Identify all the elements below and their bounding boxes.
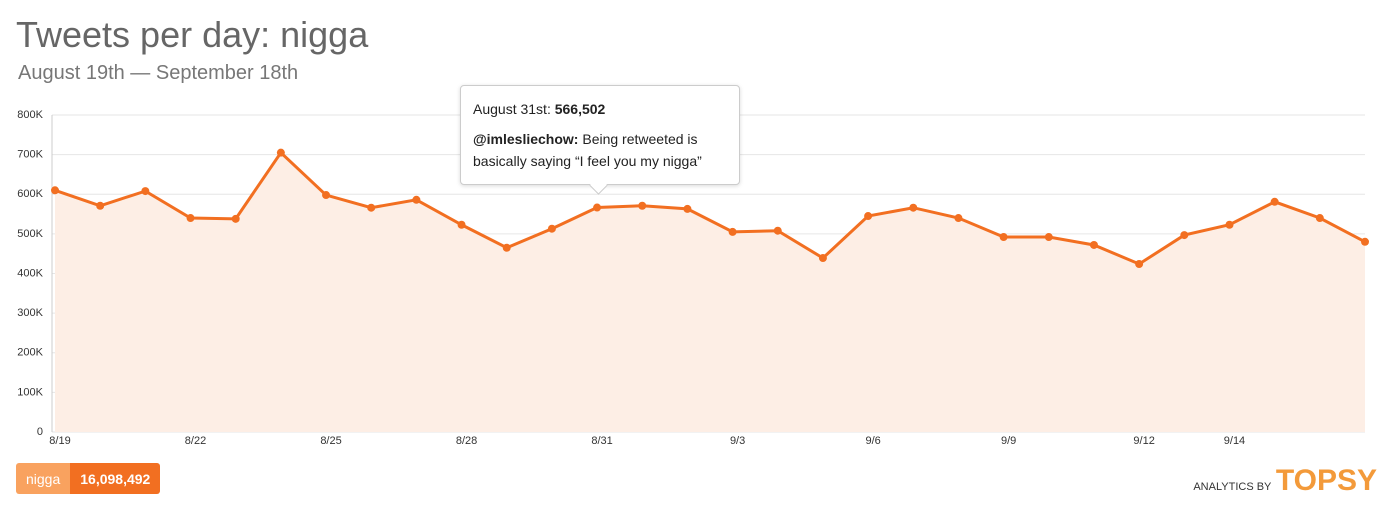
tooltip-text: Being retweeted is basically saying “I f… <box>473 131 702 169</box>
x-tick-label: 8/19 <box>49 435 70 447</box>
point <box>1270 197 1279 206</box>
point <box>999 233 1008 242</box>
line <box>54 150 1366 266</box>
point <box>909 203 918 212</box>
point <box>322 191 331 200</box>
point <box>367 203 376 212</box>
x-tick-label: 8/25 <box>320 435 341 447</box>
credit: ANALYTICS BY TOPSY <box>1193 464 1377 498</box>
point <box>593 203 602 212</box>
chart-subtitle: August 19th — September 18th <box>18 62 299 84</box>
chart-title: Tweets per day: nigga <box>16 14 369 55</box>
x-tick-label: 9/6 <box>865 435 880 447</box>
point <box>864 212 873 221</box>
point <box>502 243 511 252</box>
tooltip-date: August 31st: <box>473 101 551 117</box>
point <box>276 148 285 157</box>
point <box>1089 240 1098 249</box>
credit-brand: TOPSY <box>1275 464 1377 497</box>
y-tick-label: 0 <box>37 426 43 438</box>
x-tick-label: 8/28 <box>456 435 477 447</box>
point <box>1315 214 1324 223</box>
x-tick-label: 9/12 <box>1133 435 1154 447</box>
point <box>1135 259 1144 268</box>
legend-name: nigga <box>16 463 71 494</box>
point <box>728 227 737 236</box>
x-tick-label: 8/31 <box>591 435 612 447</box>
x-tick-label: 9/9 <box>1001 435 1016 447</box>
point <box>773 226 782 235</box>
tooltip-user: @imlesliechow: <box>473 131 579 147</box>
point <box>51 186 59 195</box>
y-tick-label: 600K <box>17 188 43 200</box>
x-tick-label: 9/3 <box>730 435 745 447</box>
y-tick-label: 100K <box>17 386 43 398</box>
point <box>1180 231 1189 240</box>
point <box>1044 233 1053 242</box>
point <box>412 195 421 204</box>
y-tick-label: 700K <box>17 149 43 161</box>
point <box>954 214 963 223</box>
point <box>638 201 647 210</box>
point <box>141 187 150 196</box>
point <box>818 254 827 263</box>
credit-prefix: ANALYTICS BY <box>1193 481 1272 493</box>
x-tick-label: 9/14 <box>1224 435 1245 447</box>
point <box>1361 237 1369 246</box>
area <box>55 152 1365 433</box>
legend-total: 16,098,492 <box>70 463 161 494</box>
point <box>186 214 195 223</box>
x-tick-label: 8/22 <box>185 435 206 447</box>
y-tick-label: 400K <box>17 267 43 279</box>
chart: 0 100K 200K 300K 400K 500K 600K 700K 800K 8/19 8/2… <box>17 109 1369 447</box>
y-tick-label: 300K <box>17 307 43 319</box>
tooltip-value: 566,502 <box>554 101 606 117</box>
point <box>457 220 466 229</box>
point <box>1225 220 1234 229</box>
point <box>231 214 240 223</box>
point <box>547 224 556 233</box>
y-tick-label: 500K <box>17 228 43 240</box>
y-tick-label: 200K <box>17 347 43 359</box>
point <box>683 204 692 213</box>
point <box>96 201 105 210</box>
legend[interactable]: nigga 16,098,492 <box>16 463 161 494</box>
tooltip: August 31st: 566,502 @imlesliechow: Bein… <box>460 85 740 185</box>
y-tick-label: 800K <box>17 109 43 121</box>
